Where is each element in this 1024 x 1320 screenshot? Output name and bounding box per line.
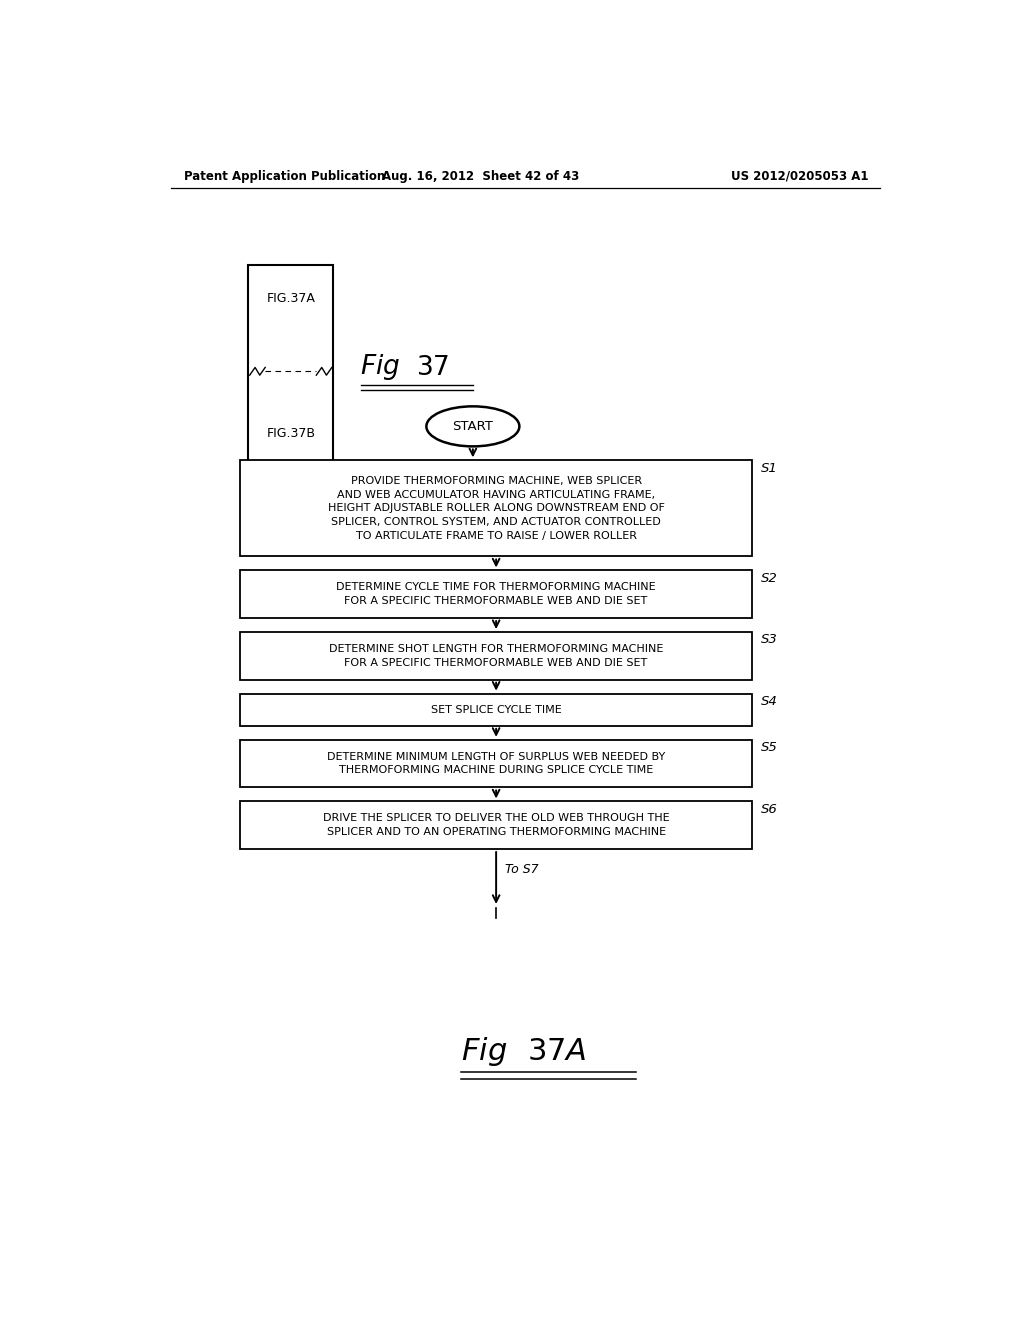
Text: PROVIDE THERMOFORMING MACHINE, WEB SPLICER
AND WEB ACCUMULATOR HAVING ARTICULATI: PROVIDE THERMOFORMING MACHINE, WEB SPLIC… [328, 477, 665, 541]
Text: DRIVE THE SPLICER TO DELIVER THE OLD WEB THROUGH THE
SPLICER AND TO AN OPERATING: DRIVE THE SPLICER TO DELIVER THE OLD WEB… [323, 813, 670, 837]
Text: DETERMINE MINIMUM LENGTH OF SURPLUS WEB NEEDED BY
THERMOFORMING MACHINE DURING S: DETERMINE MINIMUM LENGTH OF SURPLUS WEB … [327, 752, 666, 775]
Text: Aug. 16, 2012  Sheet 42 of 43: Aug. 16, 2012 Sheet 42 of 43 [382, 170, 580, 183]
Text: SET SPLICE CYCLE TIME: SET SPLICE CYCLE TIME [431, 705, 561, 714]
Text: S6: S6 [761, 803, 778, 816]
Text: Patent Application Publication: Patent Application Publication [183, 170, 385, 183]
Text: $\mathit{Fig}$: $\mathit{Fig}$ [461, 1035, 508, 1068]
Bar [241, 570, 752, 618]
Text: DETERMINE CYCLE TIME FOR THERMOFORMING MACHINE
FOR A SPECIFIC THERMOFORMABLE WEB: DETERMINE CYCLE TIME FOR THERMOFORMING M… [336, 582, 656, 606]
Text: $\mathit{Fig}$: $\mathit{Fig}$ [360, 352, 400, 383]
Bar [241, 461, 752, 557]
Bar [241, 632, 752, 680]
Text: S2: S2 [761, 572, 778, 585]
Bar [241, 739, 752, 788]
Text: S5: S5 [761, 742, 778, 754]
Text: S1: S1 [761, 462, 778, 475]
Text: S4: S4 [761, 696, 778, 708]
Bar [241, 801, 752, 849]
Bar [248, 265, 334, 478]
Text: To S7: To S7 [506, 863, 539, 876]
Text: $\mathit{37}$: $\mathit{37}$ [417, 355, 450, 380]
Ellipse shape [426, 407, 519, 446]
Bar [241, 693, 752, 726]
Text: S3: S3 [761, 634, 778, 647]
Text: FIG.37B: FIG.37B [266, 428, 315, 440]
Text: FIG.37A: FIG.37A [266, 293, 315, 305]
Text: US 2012/0205053 A1: US 2012/0205053 A1 [731, 170, 868, 183]
Text: $\mathit{37A}$: $\mathit{37A}$ [527, 1036, 587, 1067]
Text: START: START [453, 420, 494, 433]
Text: DETERMINE SHOT LENGTH FOR THERMOFORMING MACHINE
FOR A SPECIFIC THERMOFORMABLE WE: DETERMINE SHOT LENGTH FOR THERMOFORMING … [329, 644, 664, 668]
